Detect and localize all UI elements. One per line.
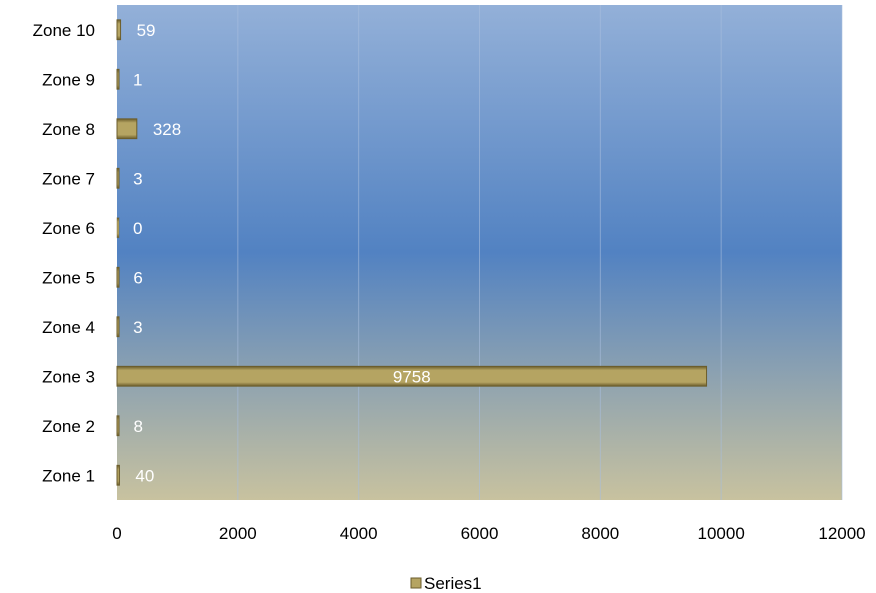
category-label: Zone 5	[42, 268, 95, 287]
data-label: 6	[133, 268, 142, 287]
x-tick-label: 4000	[340, 524, 378, 543]
category-label: Zone 8	[42, 120, 95, 139]
legend-swatch-series1	[410, 577, 422, 589]
bar	[116, 316, 120, 338]
x-tick-label: 0	[112, 524, 121, 543]
data-label: 8	[133, 417, 142, 436]
bar	[116, 365, 708, 387]
data-labels: 40 8 9758 3 6 0 3 328 1 59	[133, 21, 431, 486]
category-label: Zone 2	[42, 417, 95, 436]
gridlines	[237, 5, 843, 500]
category-labels: Zone 1 Zone 2 Zone 3 Zone 4 Zone 5 Zone 6 Zone…	[33, 21, 95, 486]
data-label: 1	[133, 70, 142, 89]
bar	[116, 415, 120, 437]
data-label: 3	[133, 169, 142, 188]
bar	[116, 68, 120, 90]
data-label: 3	[133, 318, 142, 337]
category-label: Zone 9	[42, 70, 95, 89]
category-label: Zone 7	[42, 169, 95, 188]
category-label: Zone 4	[42, 318, 95, 337]
x-axis-tick-labels: 0 2000 4000 6000 8000 10000 12000	[112, 524, 865, 543]
data-label: 0	[133, 219, 142, 238]
x-tick-label: 10000	[698, 524, 745, 543]
x-tick-label: 6000	[461, 524, 499, 543]
data-label: 59	[137, 21, 156, 40]
bar	[116, 217, 120, 239]
category-label: Zone 1	[42, 466, 95, 485]
category-label: Zone 10	[33, 21, 95, 40]
legend-label-series1: Series1	[424, 574, 482, 593]
legend: Series1	[410, 574, 482, 593]
bar	[116, 266, 120, 288]
bar	[116, 118, 138, 140]
data-label: 40	[135, 466, 154, 485]
bars	[116, 19, 708, 486]
data-label: 9758	[393, 367, 431, 386]
category-label: Zone 6	[42, 219, 95, 238]
x-tick-label: 2000	[219, 524, 257, 543]
x-tick-label: 8000	[581, 524, 619, 543]
x-tick-label: 12000	[818, 524, 865, 543]
bar	[116, 464, 120, 486]
bar	[116, 19, 122, 41]
data-label: 328	[153, 120, 181, 139]
bar	[116, 167, 120, 189]
category-label: Zone 3	[42, 367, 95, 386]
